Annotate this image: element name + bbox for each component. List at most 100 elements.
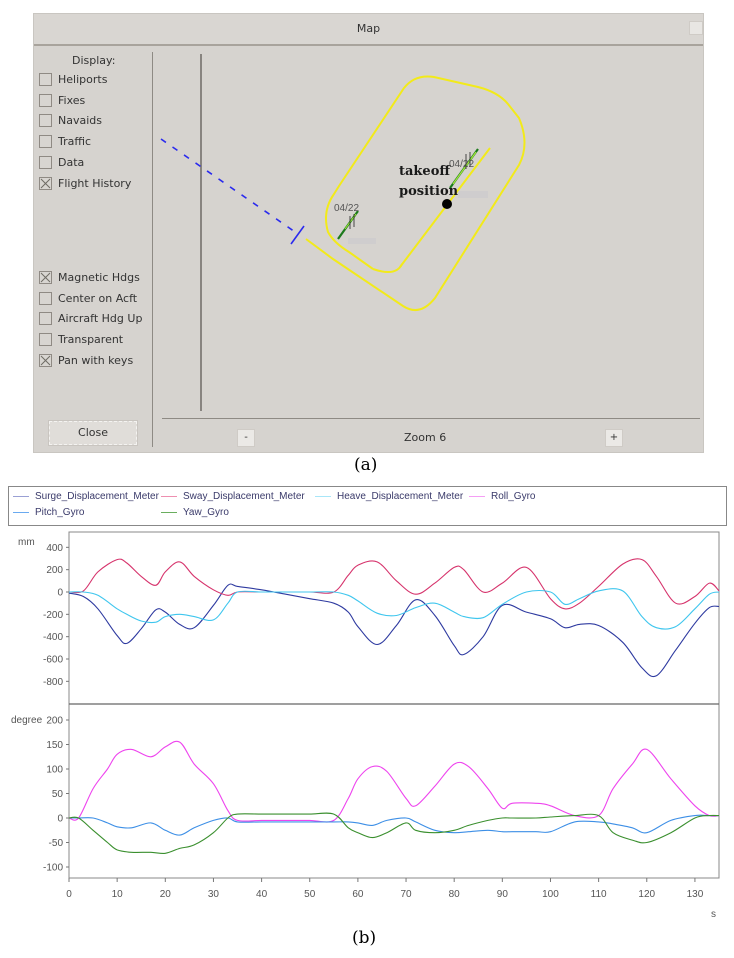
legend-swatch [161,496,177,497]
checkbox-data[interactable]: Data [39,155,85,169]
legend-swatch [161,512,177,513]
checkbox-label: Heliports [58,73,108,86]
runway-label-2: 04/22 [449,159,474,170]
chart-legend: Surge_Displacement_Meter Sway_Displaceme… [8,486,727,526]
legend-swatch [13,512,29,513]
checkbox-label: Magnetic Hdgs [58,271,140,284]
svg-text:100: 100 [542,889,559,900]
checkbox-label: Traffic [58,135,92,149]
svg-text:40: 40 [256,889,268,900]
zoom-level-label: Zoom 6 [404,431,447,444]
legend-swatch [13,496,29,497]
checkbox-checked-icon[interactable] [39,271,52,284]
title-bar[interactable]: Map [34,14,703,46]
svg-text:0: 0 [66,889,72,900]
svg-text:30: 30 [208,889,220,900]
checkbox-checked-icon[interactable] [39,176,52,190]
checkbox-unchecked-icon[interactable] [39,135,52,149]
map-canvas[interactable]: 04/22 04/22 takeoff position [158,54,701,419]
close-button[interactable]: Close [49,421,137,445]
checkbox-label: Center on Acft [58,291,138,305]
svg-text:150: 150 [46,740,63,751]
svg-text:20: 20 [160,889,172,900]
display-label: Display: [72,54,116,67]
svg-text:60: 60 [352,889,364,900]
flight-path [305,75,526,312]
y-axis-unit-degree: degree [11,715,43,726]
checkbox-unchecked-icon[interactable] [39,93,52,107]
window-control-button[interactable] [689,21,703,35]
checkbox-unchecked-icon[interactable] [39,312,52,326]
legend-swatch [469,496,485,497]
svg-text:130: 130 [687,889,704,900]
plot-gyro-frame [68,703,720,879]
window-title: Map [356,22,381,35]
annotation-position: position [399,184,459,199]
checkbox-fixes[interactable]: Fixes [39,93,86,107]
checkbox-pan-with-keys[interactable]: Pan with keys [39,353,134,367]
y-axis-displacement: 400 200 0 -200 -400 -600 -800 [43,543,69,688]
map-window: Map Display: Heliports Fixes Navaids Traffi… [33,13,704,453]
svg-text:200: 200 [46,565,63,576]
checkbox-aircraft-hdg-up[interactable]: Aircraft Hdg Up [39,312,143,326]
plot-displacement-frame [68,531,720,705]
series-pitch-gyro [69,814,719,836]
svg-text:50: 50 [52,789,64,800]
x-axis: 0 10 20 30 40 50 60 70 80 90 100 110 120 130 [66,878,704,900]
checkbox-unchecked-icon[interactable] [39,291,52,305]
map-bottom-divider [162,418,700,419]
annotation-takeoff: takeoff [399,164,451,179]
zoom-in-button[interactable]: + [605,429,623,447]
x-axis-unit: s [711,909,716,920]
checkbox-label: Flight History [58,176,132,190]
svg-text:90: 90 [497,889,509,900]
svg-text:200: 200 [46,716,63,727]
svg-text:-400: -400 [43,632,63,643]
checkbox-label: Fixes [58,93,86,107]
runway-label-1: 04/22 [334,203,359,214]
svg-text:70: 70 [400,889,412,900]
legend-item-roll: Roll_Gyro [469,491,535,502]
checkbox-heliports[interactable]: Heliports [39,73,107,86]
svg-text:-800: -800 [43,677,63,688]
svg-text:-600: -600 [43,655,63,666]
checkbox-unchecked-icon[interactable] [39,114,52,128]
checkbox-center-on-acft[interactable]: Center on Acft [39,291,138,305]
checkbox-unchecked-icon[interactable] [39,333,52,347]
legend-item-sway: Sway_Displacement_Meter [161,491,305,502]
legend-swatch [315,496,331,497]
svg-text:10: 10 [112,889,124,900]
series-heave-displacement-meter [68,588,720,630]
series-roll-gyro [68,740,720,823]
caption-b: (b) [352,928,377,948]
svg-text:0: 0 [57,814,63,825]
y-axis-unit-mm: mm [18,537,35,548]
svg-text:100: 100 [46,765,63,776]
checkbox-transparent[interactable]: Transparent [39,333,123,347]
series-sway-displacement-meter [68,558,720,610]
runway-marker-2 [449,148,488,198]
checkbox-traffic[interactable]: Traffic [39,135,92,149]
svg-text:400: 400 [46,543,63,554]
checkbox-flight-history[interactable]: Flight History [39,176,132,190]
checkbox-unchecked-icon[interactable] [39,155,52,169]
checkbox-magnetic-hdgs[interactable]: Magnetic Hdgs [39,271,140,284]
caption-a: (a) [354,455,378,475]
svg-text:120: 120 [638,889,655,900]
series-surge-displacement-meter [68,583,720,678]
svg-text:110: 110 [591,889,607,900]
checkbox-checked-icon[interactable] [39,353,52,367]
panel-divider [152,52,153,447]
checkbox-label: Pan with keys [58,353,134,367]
zoom-out-button[interactable]: - [237,429,255,447]
checkbox-unchecked-icon[interactable] [39,73,52,86]
svg-text:-100: -100 [43,863,63,874]
svg-text:-200: -200 [43,610,63,621]
displacement-series [68,558,720,678]
svg-text:50: 50 [304,889,316,900]
checkbox-navaids[interactable]: Navaids [39,114,102,128]
checkbox-label: Aircraft Hdg Up [58,312,143,326]
takeoff-position-marker [442,199,452,209]
checkbox-label: Data [58,155,85,169]
